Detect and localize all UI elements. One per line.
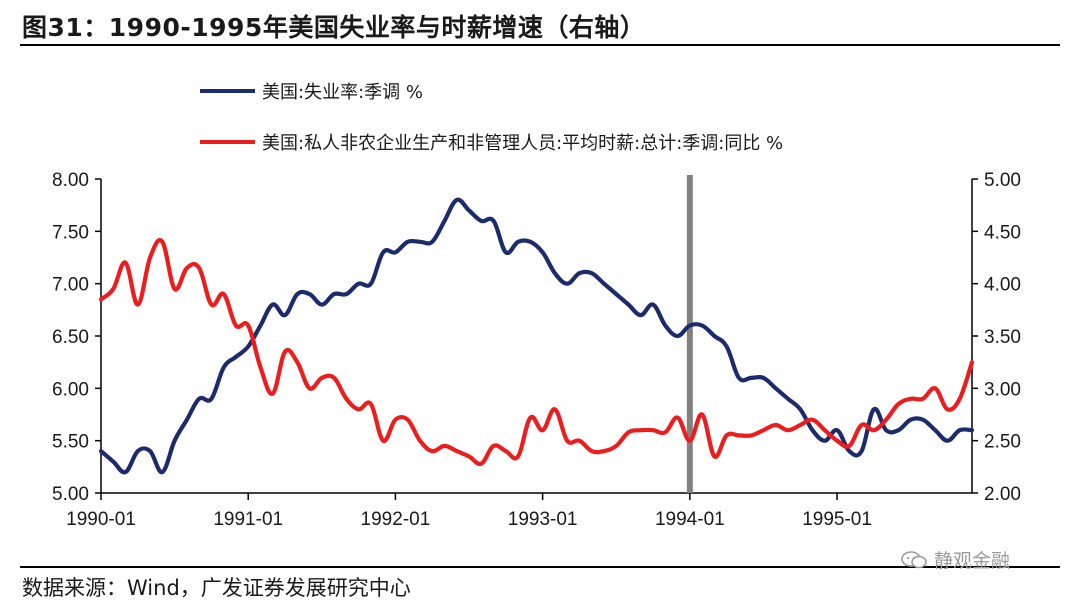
right-tick-label: 5.00	[984, 170, 1021, 191]
x-tick-label: 1993-01	[508, 509, 578, 530]
right-tick-label: 2.00	[984, 484, 1021, 505]
left-tick-label: 5.50	[52, 432, 89, 453]
bottom-rule	[20, 566, 1060, 568]
source-note: 数据来源：Wind，广发证券发展研究中心	[22, 576, 411, 600]
marker-line-group	[686, 175, 693, 493]
right-tick-label: 4.50	[984, 222, 1021, 243]
series-line-unemployment	[98, 197, 975, 475]
left-tick-label: 5.00	[52, 484, 89, 505]
right-tick-label: 2.50	[984, 432, 1021, 453]
marker-line	[686, 175, 693, 493]
legend-label-unemployment: 美国:失业率:季调 %	[262, 82, 423, 103]
watermark-text: 静观金融	[934, 550, 1011, 572]
x-tick-label: 1990-01	[66, 509, 136, 530]
x-tick-label: 1994-01	[655, 509, 725, 530]
series-group	[98, 197, 975, 475]
series-line-wage-growth	[98, 238, 975, 467]
x-tick-label: 1992-01	[361, 509, 431, 530]
right-tick-label: 4.00	[984, 275, 1021, 296]
wechat-icon	[901, 550, 927, 568]
x-tick-label: 1995-01	[802, 509, 872, 530]
watermark: 静观金融	[900, 546, 1010, 573]
left-tick-label: 7.00	[52, 275, 89, 296]
right-tick-label: 3.50	[984, 327, 1021, 348]
right-tick-label: 3.00	[984, 379, 1021, 400]
legend: 美国:失业率:季调 % 美国:私人非农企业生产和非管理人员:平均时薪:总计:季调…	[200, 82, 783, 154]
top-rule	[20, 44, 1060, 46]
left-tick-label: 6.00	[52, 379, 89, 400]
left-tick-label: 7.50	[52, 222, 89, 243]
left-tick-label: 6.50	[52, 327, 89, 348]
left-tick-label: 8.00	[52, 170, 89, 191]
axes: 5.00 5.50 6.00 6.50 7.00 7.50 8.00 2.00 2.50 3.00…	[52, 170, 1021, 530]
x-tick-label: 1991-01	[213, 509, 283, 530]
figure-title: 图31：1990-1995年美国失业率与时薪增速（右轴）	[22, 13, 646, 42]
legend-label-wage-growth: 美国:私人非农企业生产和非管理人员:平均时薪:总计:季调:同比 %	[262, 133, 783, 154]
